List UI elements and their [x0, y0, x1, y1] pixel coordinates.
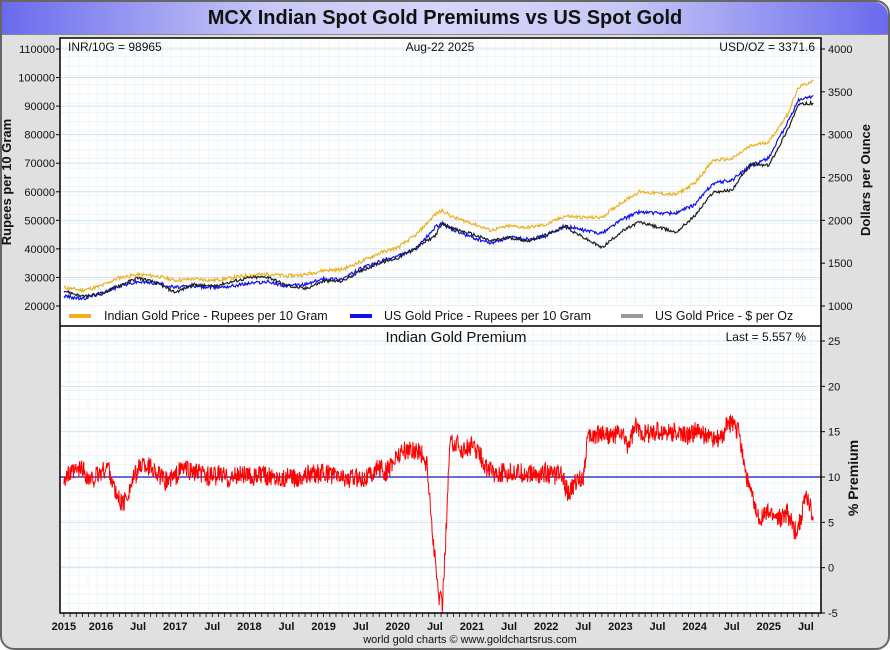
premium-tick-label: 15	[828, 427, 840, 439]
left-axis-label: Rupees per 10 Gram	[0, 119, 14, 245]
footer-credit: world gold charts © www.goldchartsrus.co…	[362, 634, 577, 646]
x-tick-label: 2020	[386, 621, 410, 633]
x-tick-label: 2025	[757, 621, 781, 633]
left-tick-label: 110000	[19, 44, 55, 56]
left-tick-label: 20000	[24, 301, 55, 313]
x-tick-label: Jul	[798, 621, 814, 633]
left-tick-label: 70000	[24, 158, 55, 170]
x-tick-label: 2015	[52, 621, 76, 633]
premium-tick-label: -5	[828, 608, 838, 620]
left-tick-label: 90000	[24, 101, 55, 113]
lower-grid	[60, 326, 821, 613]
premium-axis-label: % Premium	[845, 440, 861, 516]
premium-panel-title: Indian Gold Premium	[386, 329, 527, 346]
premium-tick-label: 20	[828, 381, 840, 393]
left-tick-label: 100000	[18, 73, 55, 85]
x-tick-label: Jul	[204, 621, 220, 633]
series-line-indian-inr	[63, 79, 814, 294]
premium-tick-label: 10	[828, 472, 840, 484]
date-readout: Aug-22 2025	[406, 40, 475, 54]
x-tick-label: 2019	[311, 621, 335, 633]
left-tick-label: 80000	[24, 130, 55, 142]
series-line-us-usd	[63, 99, 814, 299]
upper-grid	[60, 38, 821, 326]
x-tick-label: Jul	[279, 621, 295, 633]
x-tick-label: 2018	[237, 621, 261, 633]
last-premium-readout: Last = 5.557 %	[726, 330, 807, 344]
x-tick-label: Jul	[650, 621, 666, 633]
left-tick-label: 60000	[24, 187, 55, 199]
usd-price-readout: USD/OZ = 3371.6	[719, 40, 815, 54]
premium-tick-label: 0	[828, 563, 834, 575]
x-axis-ticks: 2015 2016 Jul 2017 Jul 2018 Jul 2019 Jul 2020 Jul 2…	[52, 613, 819, 633]
premium-tick-label: 5	[828, 517, 834, 529]
x-tick-label: 2017	[163, 621, 187, 633]
left-tick-label: 30000	[24, 272, 55, 284]
legend-label-us-rupees: US Gold Price - Rupees per 10 Gram	[384, 309, 591, 323]
right-tick-label: 3000	[828, 130, 852, 142]
legend-label-indian: Indian Gold Price - Rupees per 10 Gram	[104, 309, 328, 323]
x-tick-label: Jul	[130, 621, 146, 633]
x-tick-label: 2016	[89, 621, 113, 633]
left-axis-ticks: 110000 100000 90000 80000 70000 60000 50000 400…	[18, 44, 60, 313]
premium-tick-label: 25	[828, 336, 840, 348]
x-tick-label: Jul	[575, 621, 591, 633]
legend-swatch-us-rupees	[350, 314, 372, 318]
inr-price-readout: INR/10G = 98965	[68, 40, 162, 54]
premium-axis-ticks: 25 20 15 10 5 0 -5	[821, 336, 840, 620]
x-tick-label: Jul	[353, 621, 369, 633]
legend-label-us-dollars: US Gold Price - $ per Oz	[655, 309, 793, 323]
left-tick-label: 50000	[24, 215, 55, 227]
left-tick-label: 40000	[24, 244, 55, 256]
right-tick-label: 2500	[828, 173, 852, 185]
right-tick-label: 1500	[828, 258, 852, 270]
right-tick-label: 1000	[828, 301, 852, 313]
legend-swatch-us-dollars	[621, 314, 643, 318]
right-axis-label: Dollars per Ounce	[858, 124, 873, 236]
lower-series-group	[60, 414, 821, 614]
legend-background	[61, 306, 820, 325]
right-axis-ticks: 4000 3500 3000 2500 2000 1500 1000	[821, 44, 852, 313]
right-tick-label: 3500	[828, 87, 852, 99]
right-tick-label: 4000	[828, 44, 852, 56]
x-tick-label: 2021	[460, 621, 484, 633]
legend: Indian Gold Price - Rupees per 10 Gram U…	[69, 309, 793, 323]
x-tick-label: 2023	[608, 621, 632, 633]
chart-title: MCX Indian Spot Gold Premiums vs US Spot…	[207, 7, 683, 29]
x-tick-label: 2024	[682, 621, 707, 633]
x-tick-label: Jul	[427, 621, 443, 633]
legend-swatch-indian	[69, 314, 91, 318]
right-tick-label: 2000	[828, 215, 852, 227]
x-tick-label: Jul	[724, 621, 740, 633]
x-tick-label: Jul	[501, 621, 517, 633]
x-tick-label: 2022	[534, 621, 558, 633]
title-bar: MCX Indian Spot Gold Premiums vs US Spot…	[2, 2, 888, 35]
upper-series-group	[63, 79, 814, 301]
series-line-premium	[63, 414, 814, 614]
